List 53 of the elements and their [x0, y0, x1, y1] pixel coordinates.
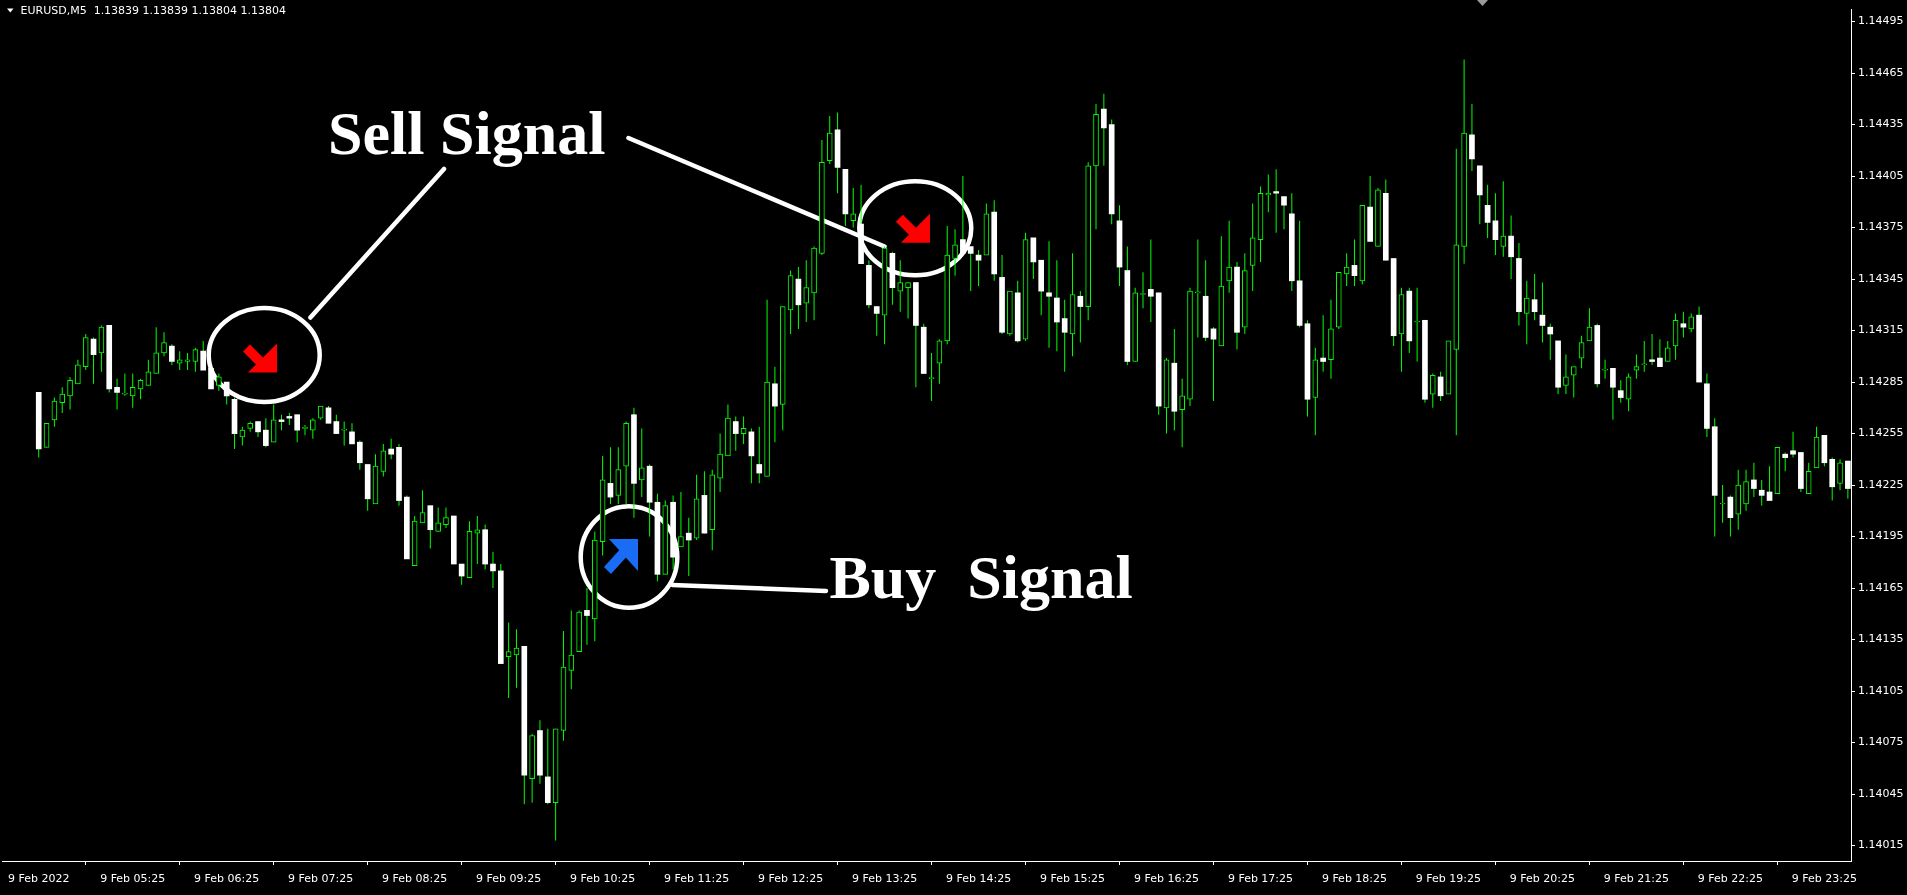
x-tick-label: 9 Feb 11:25 — [664, 872, 730, 886]
candlestick — [1046, 241, 1052, 348]
x-tick-label: 9 Feb 09:25 — [476, 872, 542, 886]
x-tick-label: 9 Feb 17:25 — [1227, 872, 1294, 886]
candlestick — [1414, 287, 1420, 362]
x-tick-label: 9 Feb 21:25 — [1603, 872, 1669, 886]
candlestick — [122, 373, 128, 396]
x-tick-label: 9 Feb 13:25 — [851, 872, 918, 886]
x-tick-label: 9 Feb 10:25 — [570, 872, 636, 886]
y-tick-label: 1.14225 — [1858, 477, 1904, 491]
x-tick-label: 9 Feb 18:25 — [1321, 872, 1388, 886]
y-tick-label: 1.14375 — [1858, 220, 1904, 234]
y-tick-label: 1.14105 — [1858, 683, 1904, 697]
x-tick-label: 9 Feb 06:25 — [194, 872, 260, 886]
candlestick — [1602, 359, 1608, 379]
x-tick-label: 9 Feb 12:25 — [757, 872, 824, 886]
y-tick-label: 1.14075 — [1858, 735, 1904, 749]
y-tick-label: 1.14135 — [1858, 632, 1904, 646]
candlestick — [1195, 239, 1201, 338]
y-tick-label: 1.14165 — [1858, 580, 1904, 594]
x-tick-label: 9 Feb 08:25 — [382, 872, 448, 886]
y-tick-label: 1.14015 — [1858, 838, 1904, 852]
y-tick-label: 1.14315 — [1858, 323, 1904, 337]
x-tick-label: 9 Feb 05:25 — [100, 872, 166, 886]
chart-title: EURUSD,M5 1.13839 1.13839 1.13804 1.13804 — [20, 3, 287, 17]
annotation: Sell Signal — [328, 99, 606, 167]
candlestick — [1320, 315, 1326, 372]
x-tick-label: 9 Feb 22:25 — [1697, 872, 1763, 886]
candlestick — [1273, 169, 1279, 233]
candlestick — [1148, 239, 1154, 323]
candlestick — [1641, 340, 1648, 372]
candlestick — [341, 421, 347, 446]
y-tick-label: 1.14495 — [1858, 14, 1904, 28]
y-tick-label: 1.14045 — [1858, 786, 1904, 800]
candlestick — [474, 515, 481, 565]
y-tick-label: 1.14465 — [1858, 65, 1904, 79]
x-tick-label: 9 Feb 23:25 — [1791, 872, 1857, 886]
y-tick-label: 1.14345 — [1858, 271, 1904, 285]
x-tick-label: 9 Feb 14:25 — [945, 872, 1012, 886]
y-tick-label: 1.14405 — [1858, 168, 1904, 182]
candlestick — [1719, 485, 1726, 523]
x-tick-label: 9 Feb 15:25 — [1039, 872, 1106, 886]
y-tick-label: 1.14435 — [1858, 117, 1904, 131]
x-tick-label: 9 Feb 19:25 — [1415, 872, 1482, 886]
y-tick-label: 1.14285 — [1858, 374, 1904, 388]
x-tick-label: 9 Feb 16:25 — [1133, 872, 1200, 886]
x-tick-label: 9 Feb 07:25 — [288, 872, 354, 886]
x-tick-label: 9 Feb 2022 — [8, 872, 70, 886]
y-tick-label: 1.14255 — [1858, 426, 1904, 440]
y-tick-label: 1.14195 — [1858, 529, 1904, 543]
x-tick-label: 9 Feb 20:25 — [1509, 872, 1576, 886]
annotation: Buy Signal — [829, 543, 1133, 611]
candlestick — [1649, 334, 1655, 365]
